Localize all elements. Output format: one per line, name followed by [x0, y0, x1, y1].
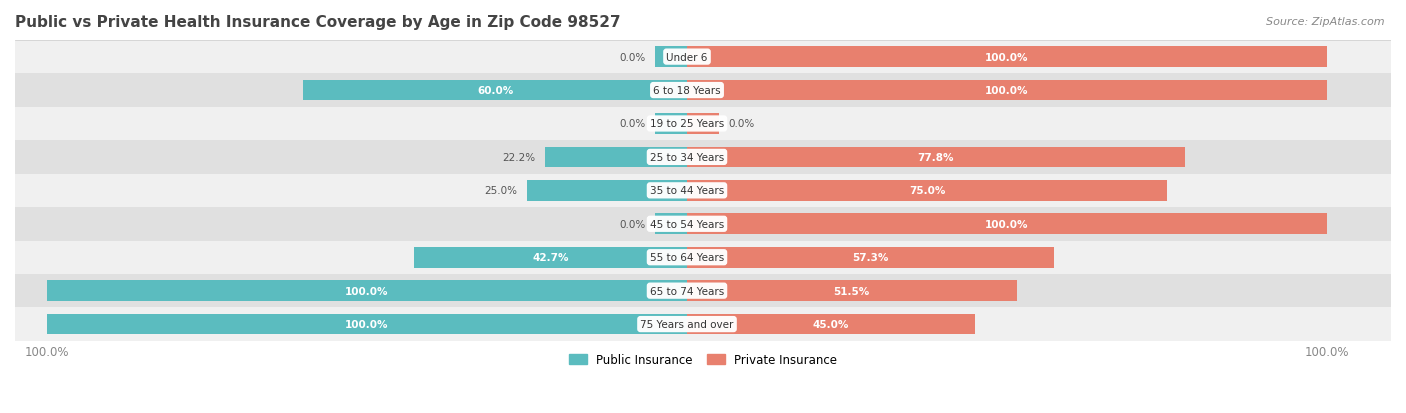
- Bar: [15, 274, 1391, 308]
- Text: 100.0%: 100.0%: [986, 52, 1029, 62]
- Text: 22.2%: 22.2%: [502, 152, 536, 163]
- Bar: [546, 147, 688, 168]
- Text: 60.0%: 60.0%: [477, 86, 513, 96]
- Legend: Public Insurance, Private Insurance: Public Insurance, Private Insurance: [564, 349, 842, 371]
- Text: 0.0%: 0.0%: [728, 119, 755, 129]
- Bar: [688, 180, 1167, 201]
- Text: 19 to 25 Years: 19 to 25 Years: [650, 119, 724, 129]
- Bar: [15, 241, 1391, 274]
- Bar: [655, 214, 688, 235]
- Text: 100.0%: 100.0%: [986, 86, 1029, 96]
- Bar: [527, 180, 688, 201]
- Text: 100.0%: 100.0%: [346, 286, 388, 296]
- Bar: [15, 74, 1391, 107]
- Bar: [15, 141, 1391, 174]
- Text: 75.0%: 75.0%: [908, 186, 945, 196]
- Bar: [655, 47, 688, 68]
- Text: 100.0%: 100.0%: [986, 219, 1029, 229]
- Bar: [46, 280, 688, 301]
- Bar: [688, 214, 1327, 235]
- Text: 65 to 74 Years: 65 to 74 Years: [650, 286, 724, 296]
- Bar: [15, 174, 1391, 208]
- Text: 0.0%: 0.0%: [619, 119, 645, 129]
- Text: 57.3%: 57.3%: [852, 253, 889, 263]
- Text: 35 to 44 Years: 35 to 44 Years: [650, 186, 724, 196]
- Bar: [413, 247, 688, 268]
- Text: Public vs Private Health Insurance Coverage by Age in Zip Code 98527: Public vs Private Health Insurance Cover…: [15, 15, 620, 30]
- Bar: [688, 280, 1017, 301]
- Bar: [688, 314, 974, 335]
- Text: 25.0%: 25.0%: [485, 186, 517, 196]
- Text: Under 6: Under 6: [666, 52, 707, 62]
- Bar: [688, 247, 1053, 268]
- Text: 25 to 34 Years: 25 to 34 Years: [650, 152, 724, 163]
- Bar: [15, 208, 1391, 241]
- Bar: [688, 81, 1327, 101]
- Text: Source: ZipAtlas.com: Source: ZipAtlas.com: [1267, 17, 1385, 26]
- Bar: [688, 147, 1185, 168]
- Bar: [15, 41, 1391, 74]
- Text: 0.0%: 0.0%: [619, 52, 645, 62]
- Bar: [15, 107, 1391, 141]
- Text: 45 to 54 Years: 45 to 54 Years: [650, 219, 724, 229]
- Text: 6 to 18 Years: 6 to 18 Years: [654, 86, 721, 96]
- Text: 45.0%: 45.0%: [813, 319, 849, 329]
- Text: 77.8%: 77.8%: [918, 152, 955, 163]
- Bar: [304, 81, 688, 101]
- Text: 55 to 64 Years: 55 to 64 Years: [650, 253, 724, 263]
- Text: 100.0%: 100.0%: [346, 319, 388, 329]
- Bar: [15, 308, 1391, 341]
- Bar: [46, 314, 688, 335]
- Bar: [688, 114, 718, 135]
- Bar: [655, 114, 688, 135]
- Text: 42.7%: 42.7%: [531, 253, 568, 263]
- Text: 0.0%: 0.0%: [619, 219, 645, 229]
- Bar: [688, 47, 1327, 68]
- Text: 51.5%: 51.5%: [834, 286, 870, 296]
- Text: 75 Years and over: 75 Years and over: [640, 319, 734, 329]
